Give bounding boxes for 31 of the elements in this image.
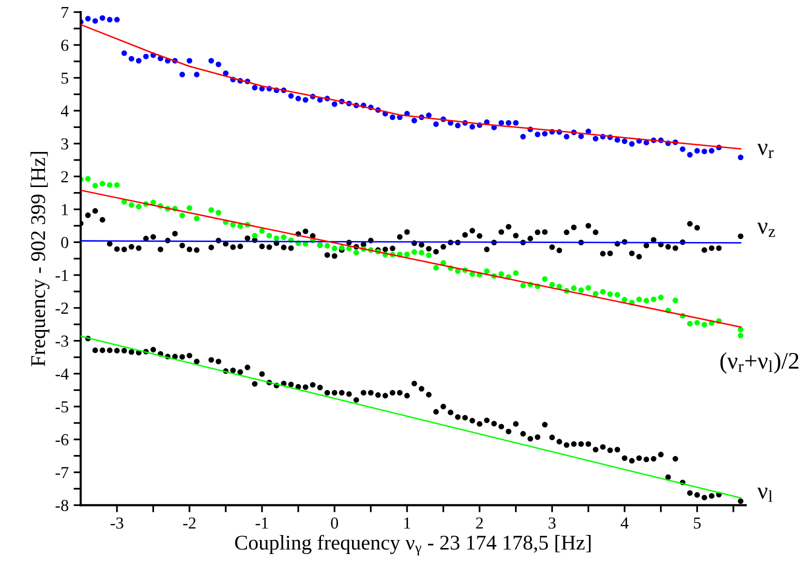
y-tick-label: -1	[56, 270, 68, 281]
series-label: ν$_{l}$	[757, 488, 772, 502]
y-tick-label: 2	[61, 171, 68, 182]
y-tick-label: -6	[56, 434, 68, 446]
y-tick-label: 3	[61, 138, 68, 150]
y-tick-label: 1	[62, 204, 68, 216]
x-tick-label: 2	[476, 517, 483, 529]
series-label: ν$_{z}$	[757, 222, 776, 237]
x-axis-title: Coupling frequency ν$_{γ}$ - 23 174 178,5 [Hz]	[235, 534, 591, 556]
y-axis-title: Frequency - 902 399 [Hz]	[30, 152, 50, 366]
x-tick-label: 4	[620, 518, 629, 529]
y-tick-label: -4	[56, 368, 69, 380]
x-tick-label: 0	[330, 517, 338, 529]
y-tick-label: 5	[62, 72, 68, 84]
x-tick-label: -1	[256, 518, 268, 529]
y-tick-label: 7	[62, 6, 68, 18]
y-tick-label: 0	[61, 236, 68, 248]
series-label: ν$_{r}$	[757, 144, 774, 158]
x-tick-label: 1	[404, 518, 410, 529]
series-label: (ν$_{r}$+ν$_{l}$)/2	[720, 352, 798, 374]
y-tick-label: 6	[61, 40, 68, 51]
y-tick-label: -2	[56, 302, 68, 314]
y-tick-label: -8	[56, 500, 68, 512]
y-tick-label: 4	[60, 106, 69, 116]
x-tick-label: -3	[110, 517, 124, 529]
y-tick-label: -5	[56, 401, 68, 412]
y-tick-label: -3	[56, 336, 68, 347]
x-tick-label: -2	[183, 517, 196, 529]
x-tick-label: 3	[548, 517, 556, 529]
x-tick-label: 5	[694, 518, 701, 529]
y-tick-label: -7	[56, 467, 68, 478]
